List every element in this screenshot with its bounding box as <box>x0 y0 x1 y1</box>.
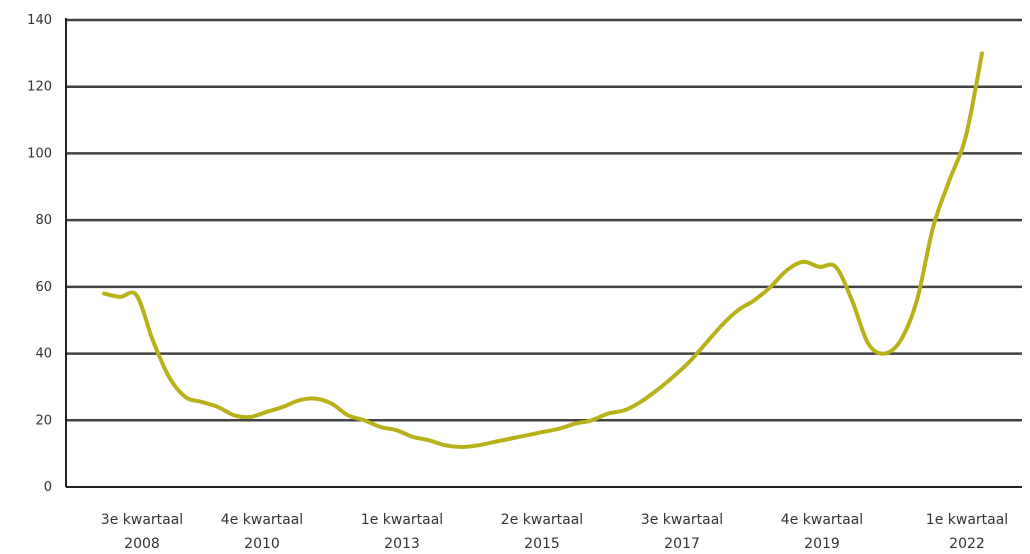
gridlines <box>66 18 1022 422</box>
series-group <box>102 51 984 449</box>
x-tick-label-3-line1: 2e kwartaal <box>501 512 583 528</box>
y-axis: 0 20 40 60 80 100 120 140 <box>27 13 67 495</box>
x-tick-label-2-line1: 1e kwartaal <box>361 512 443 528</box>
x-tick-label-0-line2: 2008 <box>124 536 160 552</box>
x-tick-label-4-line2: 2017 <box>664 536 700 552</box>
x-tick-label-2-line2: 2013 <box>384 536 420 552</box>
y-tick-label-0: 0 <box>44 480 52 495</box>
x-tick-label-1-line2: 2010 <box>244 536 280 552</box>
y-tick-label-120: 120 <box>27 80 52 95</box>
y-tick-label-20: 20 <box>35 413 52 428</box>
y-tick-label-60: 60 <box>35 280 52 295</box>
x-tick-label-3-line2: 2015 <box>524 536 560 552</box>
x-tick-label-1-line1: 4e kwartaal <box>221 512 303 528</box>
x-tick-label-6-line1: 1e kwartaal <box>926 512 1008 528</box>
x-tick-label-0-line1: 3e kwartaal <box>101 512 183 528</box>
series-line-0 <box>102 51 984 449</box>
x-axis: 3e kwartaal 2008 4e kwartaal 2010 1e kwartaa… <box>66 486 1022 552</box>
x-tick-label-5-line1: 4e kwartaal <box>781 512 863 528</box>
y-tick-label-40: 40 <box>35 347 52 362</box>
x-tick-label-6-line2: 2022 <box>949 536 985 552</box>
y-tick-label-80: 80 <box>35 213 52 228</box>
y-tick-label-140: 140 <box>27 13 52 28</box>
x-tick-label-4-line1: 3e kwartaal <box>641 512 723 528</box>
x-tick-label-5-line2: 2019 <box>804 536 840 552</box>
y-tick-label-100: 100 <box>27 146 52 161</box>
